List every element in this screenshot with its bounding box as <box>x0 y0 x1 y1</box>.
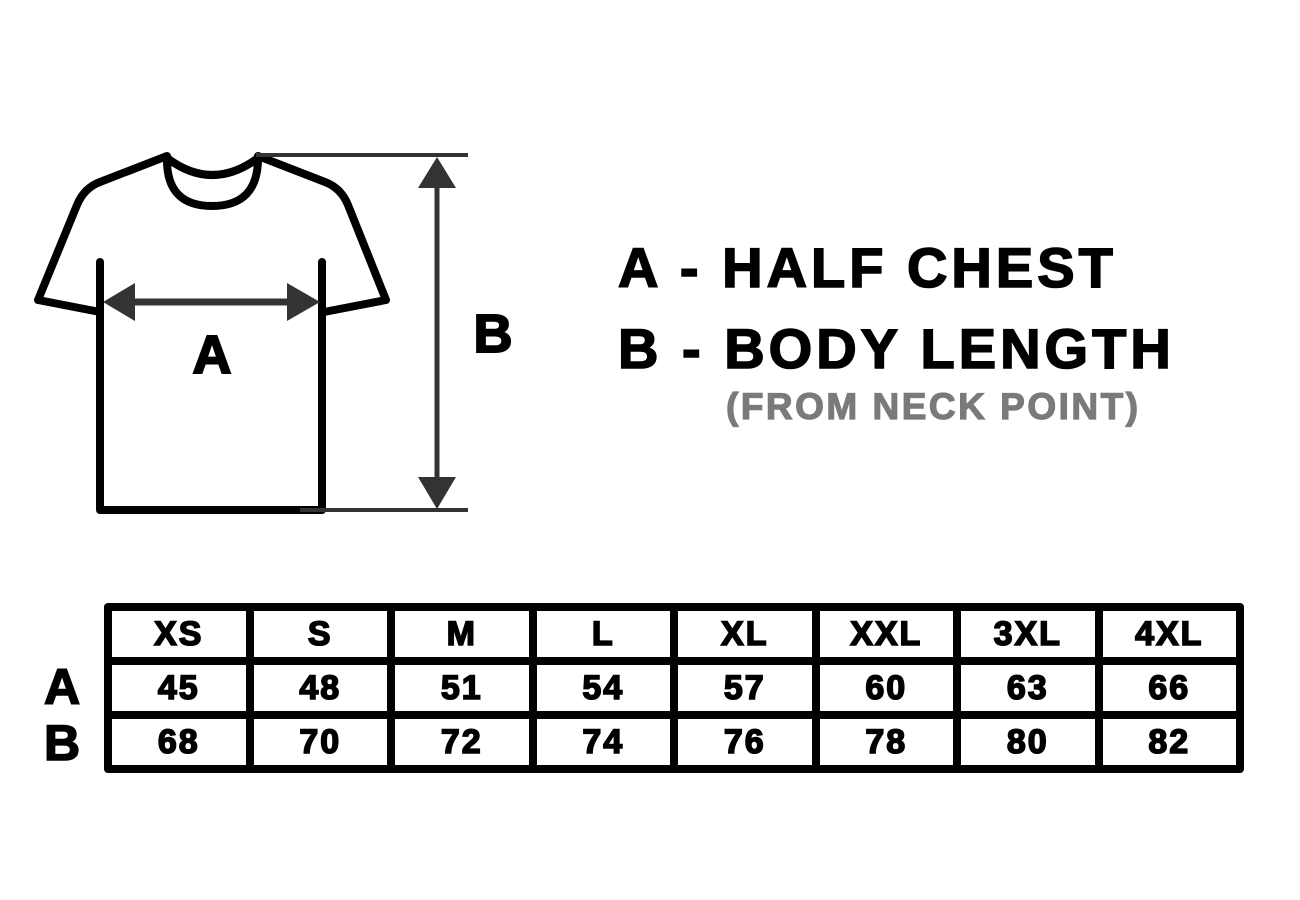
size-cell: L <box>536 611 670 657</box>
size-cell: XS <box>112 611 246 657</box>
row-label-a: A <box>43 659 81 715</box>
half-chest-cell: 60 <box>819 665 953 711</box>
half-chest-cell: 63 <box>961 665 1095 711</box>
body-length-cell: 70 <box>253 719 387 765</box>
tshirt-outline <box>34 152 390 514</box>
half-chest-cell: 66 <box>1102 665 1236 711</box>
body-length-arrow <box>256 153 468 512</box>
size-cell: 3XL <box>961 611 1095 657</box>
half-chest-cell: 48 <box>253 665 387 711</box>
half-chest-cell: 51 <box>395 665 529 711</box>
half-chest-cell: 57 <box>678 665 812 711</box>
size-cell: S <box>253 611 387 657</box>
size-cell: XL <box>678 611 812 657</box>
body-length-cell: 76 <box>678 719 812 765</box>
legend-half-chest: A - HALF CHEST <box>617 236 1117 299</box>
legend-note: (FROM NECK POINT) <box>725 386 1141 427</box>
row-label-b: B <box>43 715 81 771</box>
half-chest-cell: 45 <box>112 665 246 711</box>
legend-body-length: B - BODY LENGTH <box>617 317 1175 380</box>
size-cell: M <box>395 611 529 657</box>
body-length-cell: 80 <box>961 719 1095 765</box>
half-chest-arrow <box>103 283 320 321</box>
label-b: B <box>474 304 513 364</box>
body-length-cell: 78 <box>819 719 953 765</box>
label-a: A <box>193 325 232 385</box>
tshirt-diagram: A B <box>34 152 514 514</box>
body-length-cell: 82 <box>1102 719 1236 765</box>
size-table: XS S M L XL XXL 3XL 4XL 45 48 51 54 57 60 63 66 68 70 72 74… <box>104 603 1244 773</box>
size-cell: 4XL <box>1102 611 1236 657</box>
size-cell: XXL <box>819 611 953 657</box>
body-length-cell: 72 <box>395 719 529 765</box>
body-length-cell: 74 <box>536 719 670 765</box>
body-length-cell: 68 <box>112 719 246 765</box>
half-chest-cell: 54 <box>536 665 670 711</box>
